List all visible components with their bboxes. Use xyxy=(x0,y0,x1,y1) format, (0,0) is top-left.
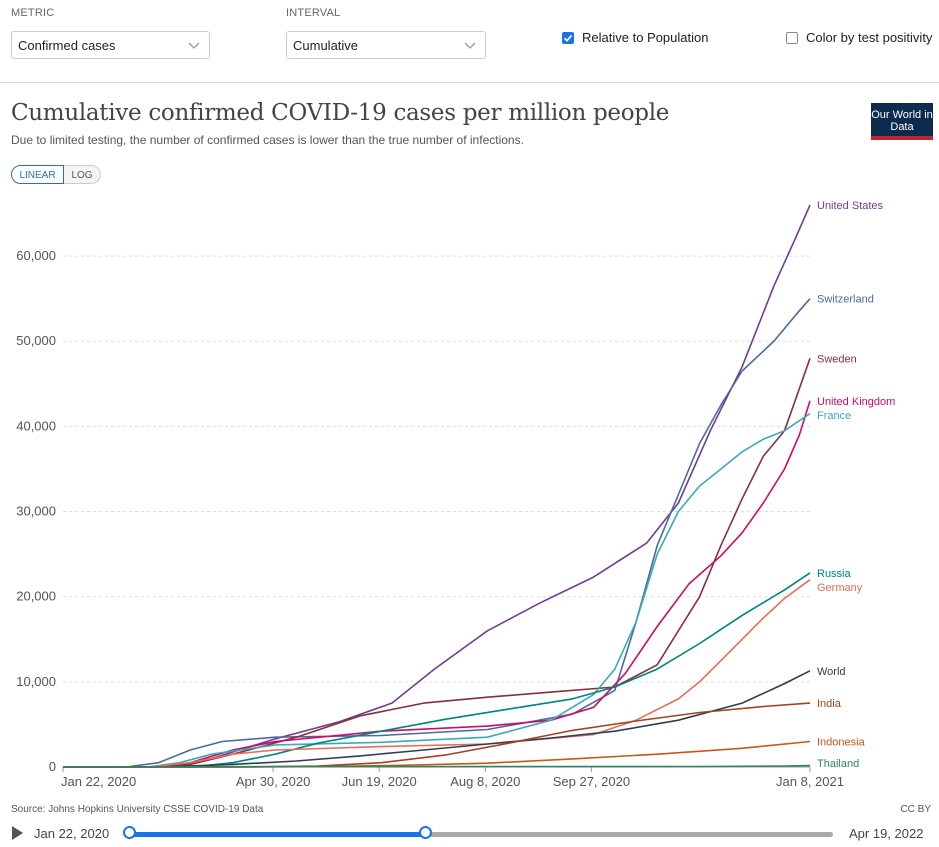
relative-to-population-checkbox[interactable]: Relative to Population xyxy=(562,30,708,45)
y-tick-label: 30,000 xyxy=(16,504,56,519)
series-line-switzerland[interactable] xyxy=(63,298,811,768)
y-tick-label: 10,000 xyxy=(16,674,56,689)
metric-value: Confirmed cases xyxy=(18,38,116,53)
timeline-start-handle[interactable] xyxy=(123,826,136,839)
checkbox-empty-icon xyxy=(786,31,798,44)
series-label[interactable]: United States xyxy=(817,200,884,212)
metric-select[interactable]: Confirmed cases xyxy=(11,31,210,59)
x-tick-label: Jan 22, 2020 xyxy=(61,774,136,789)
interval-label: INTERVAL xyxy=(286,7,341,19)
series-label[interactable]: France xyxy=(817,410,851,422)
y-tick-label: 50,000 xyxy=(16,333,56,348)
logo-text: Our World in Data xyxy=(871,109,933,133)
chevron-down-icon xyxy=(464,42,476,49)
timeline-end-label: Apr 19, 2022 xyxy=(849,826,924,841)
timeline-slider[interactable] xyxy=(129,832,833,837)
chart-subtitle: Due to limited testing, the number of co… xyxy=(11,133,524,147)
x-tick-label: Apr 30, 2020 xyxy=(236,774,310,789)
x-tick-label: Jun 19, 2020 xyxy=(342,774,417,789)
interval-select[interactable]: Cumulative xyxy=(286,31,486,59)
series-label[interactable]: United Kingdom xyxy=(817,396,895,408)
x-tick-label: Aug 8, 2020 xyxy=(450,774,520,789)
owid-logo[interactable]: Our World in Data xyxy=(871,103,933,140)
y-tick-label: 0 xyxy=(49,759,56,774)
series-label[interactable]: Indonesia xyxy=(817,736,866,748)
series-line-russia[interactable] xyxy=(63,572,811,768)
color-by-test-positivity-checkbox[interactable]: Color by test positivity xyxy=(786,30,932,45)
checkmark-icon xyxy=(562,31,574,44)
y-tick-label: 60,000 xyxy=(16,248,56,263)
series-label[interactable]: India xyxy=(817,698,842,710)
series-line-france[interactable] xyxy=(63,412,811,768)
series-label[interactable]: Russia xyxy=(817,568,852,580)
license-link[interactable]: CC BY xyxy=(900,804,931,815)
series-label[interactable]: Germany xyxy=(817,582,863,594)
series-label[interactable]: Thailand xyxy=(817,758,859,770)
y-tick-label: 20,000 xyxy=(16,589,56,604)
chart-title: Cumulative confirmed COVID-19 cases per … xyxy=(11,100,670,126)
metric-label: METRIC xyxy=(11,7,55,19)
timeline-range-fill xyxy=(129,832,425,837)
series-line-germany[interactable] xyxy=(63,579,811,768)
log-scale-button[interactable]: LOG xyxy=(64,165,101,184)
timeline-end-handle[interactable] xyxy=(418,826,432,839)
x-tick-label: Sep 27, 2020 xyxy=(553,774,630,789)
interval-value: Cumulative xyxy=(293,38,359,53)
relative-to-population-label: Relative to Population xyxy=(582,30,709,45)
series-label[interactable]: World xyxy=(817,666,846,678)
series-label[interactable]: Switzerland xyxy=(817,294,874,306)
series-line-world[interactable] xyxy=(62,670,811,768)
series-label[interactable]: Sweden xyxy=(817,353,857,365)
linear-scale-button[interactable]: LINEAR xyxy=(11,165,64,184)
y-tick-label: 40,000 xyxy=(16,418,56,433)
controls-bar: METRIC Confirmed cases INTERVAL Cumulati… xyxy=(0,0,939,83)
series-line-thailand[interactable] xyxy=(62,764,811,768)
timeline-start-label: Jan 22, 2020 xyxy=(34,826,110,841)
source-note[interactable]: Source: Johns Hopkins University CSSE CO… xyxy=(11,804,264,815)
series-line-sweden[interactable] xyxy=(63,358,811,768)
color-by-test-positivity-label: Color by test positivity xyxy=(806,30,933,45)
chevron-down-icon xyxy=(188,42,200,49)
play-icon[interactable] xyxy=(12,826,23,840)
x-tick-label: Jan 8, 2021 xyxy=(776,774,844,789)
series-line-india[interactable] xyxy=(63,702,811,768)
